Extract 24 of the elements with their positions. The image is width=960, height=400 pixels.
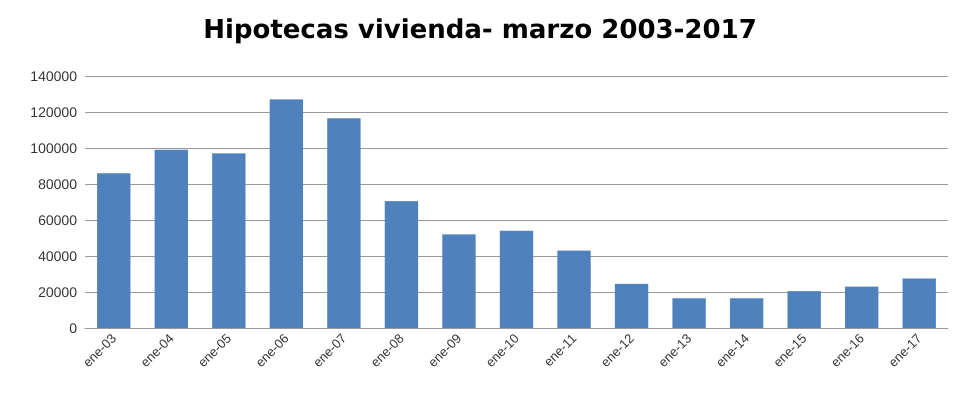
bar	[212, 153, 246, 328]
bar	[730, 298, 764, 328]
bar	[442, 234, 476, 328]
bar	[270, 99, 304, 328]
y-tick-label: 140000	[30, 68, 78, 84]
y-tick-label: 80000	[38, 176, 78, 192]
y-tick-label: 0	[69, 320, 78, 336]
bar	[672, 298, 706, 328]
bar	[97, 173, 130, 328]
y-tick-label: 100000	[30, 140, 78, 156]
bar	[500, 230, 534, 328]
bar	[614, 284, 648, 328]
bar	[787, 291, 821, 328]
y-tick-label: 40000	[38, 248, 78, 264]
bar	[902, 278, 936, 328]
bar	[327, 118, 361, 328]
bar	[557, 250, 591, 328]
bar	[845, 286, 878, 328]
bar	[154, 150, 188, 328]
chart-title: Hipotecas vivienda- marzo 2003-2017	[203, 15, 757, 45]
bar	[384, 201, 418, 328]
y-tick-label: 120000	[30, 104, 78, 120]
y-tick-label: 20000	[38, 284, 78, 300]
y-tick-label: 60000	[38, 212, 78, 228]
